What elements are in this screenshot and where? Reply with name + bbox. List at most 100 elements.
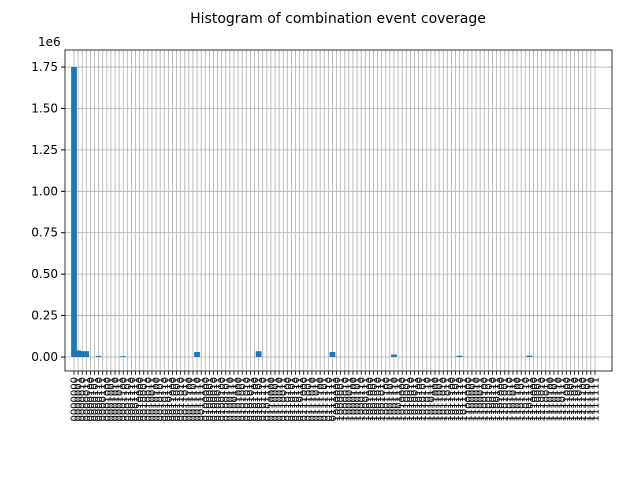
x-tick-label: 1110101: [549, 377, 560, 422]
x-tick-label: 1110000: [529, 377, 540, 422]
x-tick-label: 0001101: [123, 377, 134, 422]
x-tick-label: 1010110: [422, 377, 433, 422]
x-tick-label: 1000110: [357, 377, 368, 422]
bar: [75, 350, 81, 358]
x-tick-label: 1101000: [496, 377, 507, 422]
x-tick-label: 0100010: [209, 377, 220, 422]
x-tick-label: 0010010: [143, 377, 154, 422]
y-tick-label: 0.50: [31, 267, 58, 281]
x-tick-label: 1111111: [591, 377, 602, 422]
x-tick-label: 0101100: [250, 377, 261, 422]
x-tick-label: 1000111: [361, 377, 372, 422]
x-tick-label: 0000010: [78, 377, 89, 422]
x-tick-label: 0000000: [70, 377, 81, 422]
x-tick-label: 1100100: [480, 377, 491, 422]
x-tick-label: 1011100: [447, 377, 458, 422]
x-tick-label: 0001001: [106, 377, 117, 422]
y-tick-label: 1.25: [31, 143, 58, 157]
x-tick-label: 1111001: [566, 377, 577, 422]
x-tick-label: 1100111: [492, 377, 503, 422]
x-tick-label: 0111110: [324, 377, 335, 422]
x-tick-label: 1011011: [443, 377, 454, 422]
x-tick-label: 0011101: [188, 377, 199, 422]
x-tick-label: 1010010: [406, 377, 417, 422]
bar: [120, 356, 127, 358]
x-tick-label: 1000100: [348, 377, 359, 422]
x-tick-label: 0001100: [119, 377, 130, 422]
x-tick-label: 1101001: [500, 377, 511, 422]
x-tick-label: 1101011: [508, 377, 519, 422]
x-tick-label: 1010000: [398, 377, 409, 422]
x-tick-label: 0110100: [283, 377, 294, 422]
x-tick-label: 1000011: [344, 377, 355, 422]
x-tick-label: 0110001: [271, 377, 282, 422]
x-tick-label: 1001110: [389, 377, 400, 422]
x-tick-label: 1011001: [435, 377, 446, 422]
x-tick-label: 1000010: [340, 377, 351, 422]
x-tick-label: 0010111: [164, 377, 175, 422]
x-tick-label: 0011010: [176, 377, 187, 422]
x-tick-label: 1001100: [381, 377, 392, 422]
bar: [456, 355, 463, 358]
x-tick-label: 0001011: [115, 377, 126, 422]
x-tick-label: 1101101: [517, 377, 528, 422]
x-tick-label: 1110111: [558, 377, 569, 422]
x-tick-label: 1100110: [488, 377, 499, 422]
x-tick-label: 0000011: [82, 377, 93, 422]
x-tick-label: 0110000: [266, 377, 277, 422]
x-tick-label: 0101000: [234, 377, 245, 422]
bar: [71, 67, 77, 358]
x-tick-label: 1011111: [459, 377, 470, 422]
x-tick-label: 1111100: [578, 377, 589, 422]
x-tick-label: 0010011: [147, 377, 158, 422]
x-tick-label: 0011111: [197, 377, 208, 422]
x-tick-label: 0010110: [160, 377, 171, 422]
x-tick-label: 1110010: [537, 377, 548, 422]
x-tick-label: 1101111: [525, 377, 536, 422]
x-tick-label: 0100011: [213, 377, 224, 422]
x-tick-label: 0101110: [258, 377, 269, 422]
bar: [329, 352, 336, 358]
chart-title: Histogram of combination event coverage: [190, 11, 486, 27]
y-tick-label: 1.75: [31, 60, 58, 74]
x-tick-label: 1000000: [332, 377, 343, 422]
x-tick-label: 0111001: [303, 377, 314, 422]
x-tick-label: 0001010: [111, 377, 122, 422]
x-tick-label: 1001011: [377, 377, 388, 422]
x-tick-label: 1000001: [336, 377, 347, 422]
x-tick-label: 0010001: [139, 377, 150, 422]
x-tick-label: 1100010: [472, 377, 483, 422]
bar: [391, 354, 397, 358]
x-tick-label: 1101110: [521, 377, 532, 422]
x-tick-label: 0111111: [328, 377, 339, 422]
x-tick-label: 1011010: [439, 377, 450, 422]
x-tick-label: 0010000: [135, 377, 146, 422]
y-tick-label: 0.25: [31, 309, 58, 323]
x-tick-label: 1110100: [545, 377, 556, 422]
bar: [255, 351, 262, 358]
x-tick-label: 0100000: [201, 377, 212, 422]
x-tick-label: 0010100: [152, 377, 163, 422]
offset-label: 1e6: [38, 35, 61, 49]
bar: [79, 351, 86, 358]
x-tick-label: 0111000: [299, 377, 310, 422]
x-tick-label: 0101111: [262, 377, 273, 422]
x-tick-label: 1011101: [451, 377, 462, 422]
x-tick-label: 0000111: [98, 377, 109, 422]
x-tick-label: 0111100: [316, 377, 327, 422]
x-tick-label: 0101010: [242, 377, 253, 422]
x-tick-label: 0101011: [246, 377, 257, 422]
x-tick-label: 1111110: [586, 377, 597, 422]
x-tick-label: 1010111: [426, 377, 437, 422]
x-tick-label: 1010100: [414, 377, 425, 422]
x-tick-label: 1110001: [533, 377, 544, 422]
x-tick-label: 0111011: [312, 377, 323, 422]
x-tick-label: 1100000: [463, 377, 474, 422]
x-tick-label: 1001001: [369, 377, 380, 422]
x-tick-label: 1111000: [562, 377, 573, 422]
x-tick-label: 0011110: [193, 377, 204, 422]
x-tick-label: 1100001: [467, 377, 478, 422]
x-tick-label: 0001000: [102, 377, 113, 422]
x-tick-label: 0111010: [307, 377, 318, 422]
